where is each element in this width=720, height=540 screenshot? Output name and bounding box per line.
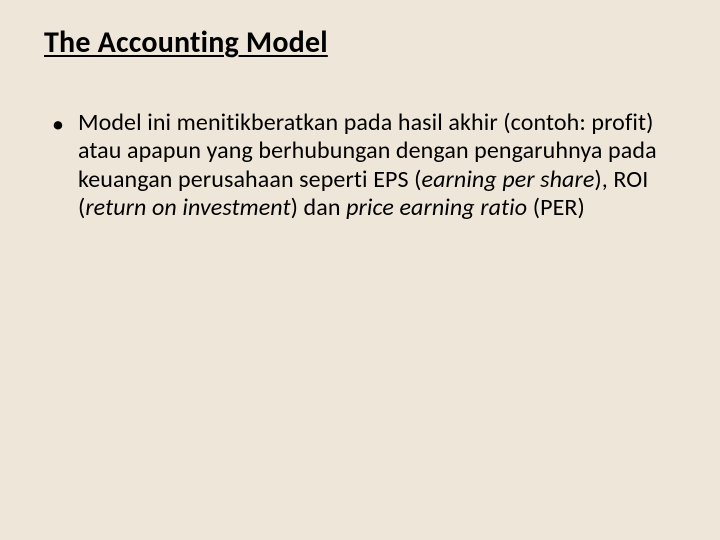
bullet-marker: • bbox=[52, 111, 64, 140]
text-run: ) dan bbox=[291, 193, 346, 222]
slide-title: The Accounting Model bbox=[44, 24, 676, 61]
text-run-italic: earning per share bbox=[422, 165, 595, 194]
bullet-text: Model ini menitikberatkan pada hasil akh… bbox=[78, 109, 676, 222]
bullet-item: • Model ini menitikberatkan pada hasil a… bbox=[52, 109, 676, 222]
slide: The Accounting Model • Model ini menitik… bbox=[0, 0, 720, 540]
text-run-italic: return on investment bbox=[85, 193, 290, 222]
text-run-italic: price earning ratio bbox=[346, 193, 527, 222]
text-run: (PER) bbox=[527, 193, 585, 222]
slide-content: • Model ini menitikberatkan pada hasil a… bbox=[44, 109, 676, 222]
